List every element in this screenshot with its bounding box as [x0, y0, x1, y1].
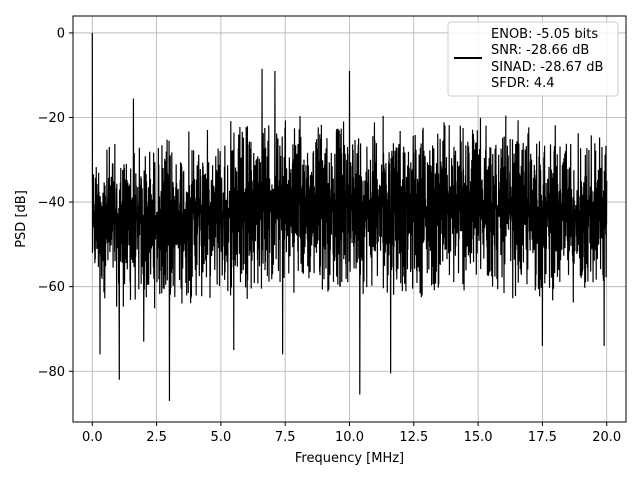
- legend-box: [447, 21, 619, 97]
- x-tick-label: 5.0: [211, 430, 232, 445]
- legend-sfdr: SFDR: 4.4: [491, 76, 555, 91]
- x-tick-label: 0.0: [82, 430, 103, 445]
- y-tick-label: −40: [38, 196, 65, 211]
- y-tick-label: −80: [38, 365, 65, 380]
- legend-sinad: SINAD: -28.67 dB: [491, 60, 603, 75]
- x-tick-label: 12.5: [399, 430, 428, 445]
- x-tick-label: 15.0: [464, 430, 493, 445]
- legend-enob: ENOB: -5.05 bits: [491, 27, 598, 42]
- x-axis-label: Frequency [MHz]: [295, 451, 404, 466]
- series-line-psd: [91, 32, 608, 401]
- y-axis-label: PSD [dB]: [14, 190, 29, 248]
- plot-area: [91, 32, 608, 401]
- x-tick-label: 10.0: [335, 430, 364, 445]
- y-tick-label: 0: [57, 26, 65, 41]
- x-tick-label: 17.5: [528, 430, 557, 445]
- x-tick-label: 2.5: [146, 430, 167, 445]
- y-tick-label: −20: [38, 111, 65, 126]
- legend: ENOB: -5.05 bits SNR: -28.66 dB SINAD: -…: [447, 21, 619, 97]
- x-tick-label: 20.0: [592, 430, 621, 445]
- legend-snr: SNR: -28.66 dB: [491, 43, 589, 58]
- y-axis-ticks: 0 −20 −40 −60 −80: [38, 26, 73, 380]
- y-tick-label: −60: [38, 280, 65, 295]
- x-axis-ticks: 0.0 2.5 5.0 7.5 10.0 12.5 15.0 17.5 20.0: [82, 422, 621, 445]
- x-tick-label: 7.5: [275, 430, 296, 445]
